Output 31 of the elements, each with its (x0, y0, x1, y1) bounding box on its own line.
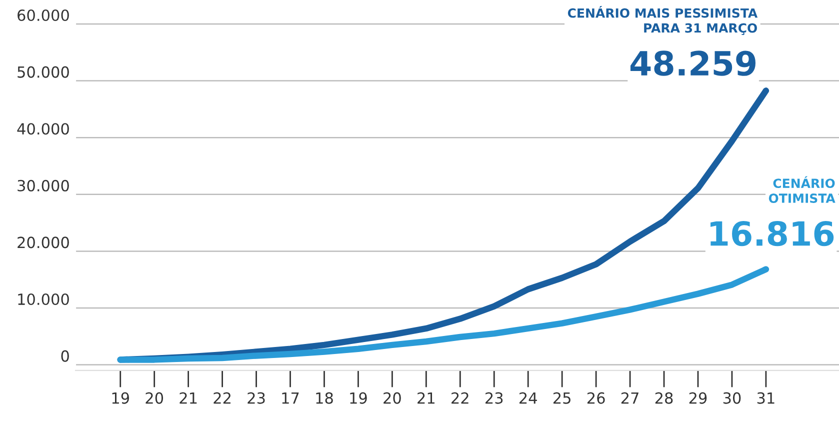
x-tick-label: 27 (621, 392, 638, 404)
y-tick-label: 0 (61, 350, 69, 362)
x-tick-label: 22 (452, 392, 468, 404)
x-tick-label: 23 (486, 392, 503, 404)
x-tick-label: 20 (146, 392, 164, 404)
x-tick-label: 30 (723, 392, 741, 404)
y-tick-label: 10.000 (18, 293, 69, 306)
x-tick-label: 23 (248, 392, 265, 404)
data-label: 48.259 (630, 50, 756, 76)
y-tick-label: 40.000 (17, 123, 69, 135)
x-tick-label: 31 (757, 392, 774, 404)
x-tick-label: 28 (655, 392, 673, 404)
x-tick-label: 17 (282, 392, 299, 404)
y-tick-label: 60.000 (18, 9, 69, 22)
x-tick-label: 21 (180, 392, 197, 404)
data-label: 16.816 (710, 220, 834, 246)
x-tick-label: 29 (689, 392, 707, 404)
x-tick-label: 25 (553, 392, 570, 404)
x-tick-label: 24 (520, 392, 537, 404)
x-tick-label: 19 (350, 392, 367, 404)
x-tick-label: 26 (587, 392, 605, 404)
y-tick-label: 20.000 (18, 236, 69, 248)
text: CENÁRIO MAIS PESSIMISTA PARA 31 MARÇO (568, 6, 758, 35)
x-tick-label: 21 (418, 392, 434, 404)
y-tick-label: 50.000 (18, 66, 69, 78)
text: CENÁRIO OTIMISTA (768, 176, 836, 203)
x-tick-label: 20 (384, 392, 401, 404)
x-tick-label: 22 (214, 392, 230, 404)
y-tick-label: 30.000 (18, 180, 69, 192)
x-tick-label: 19 (112, 392, 130, 404)
x-tick-label: 18 (316, 392, 333, 404)
